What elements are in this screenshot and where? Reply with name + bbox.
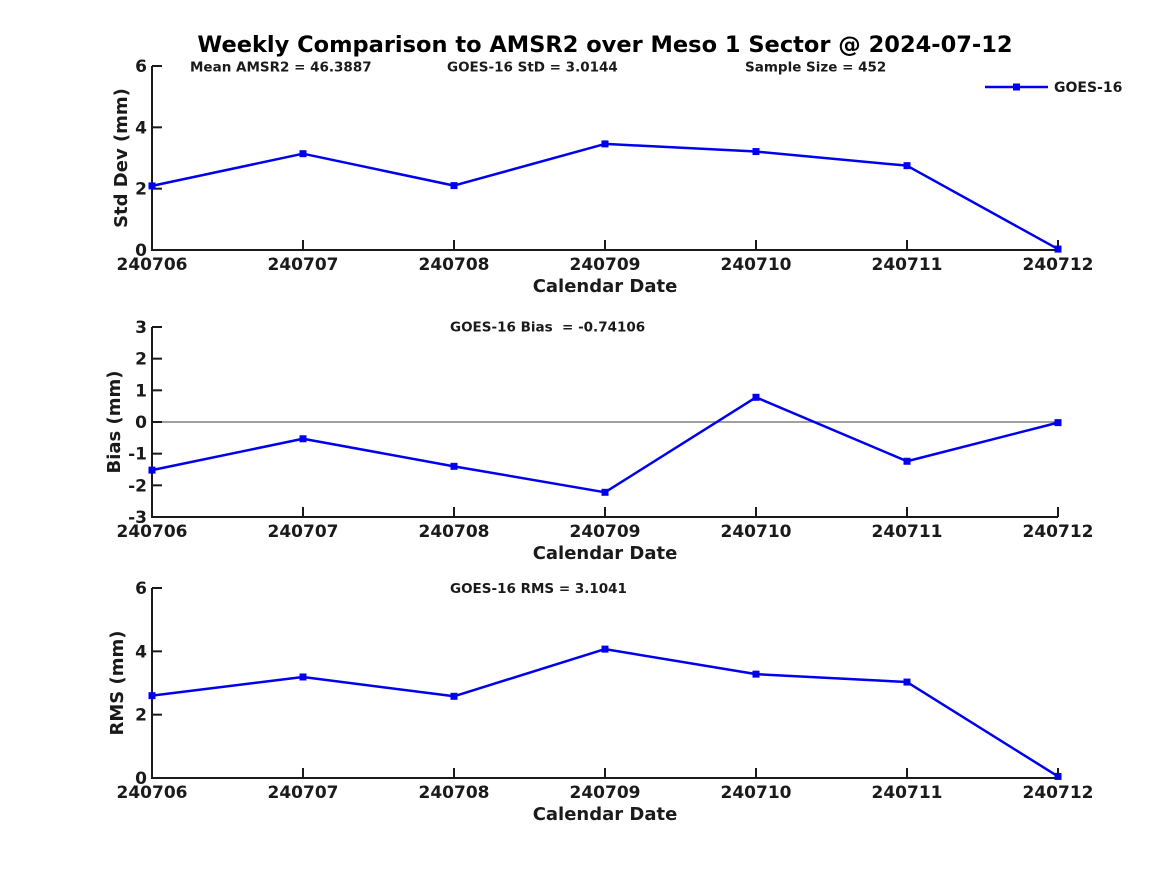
legend: GOES-16: [985, 80, 1122, 96]
x-tick-label: 240708: [419, 255, 490, 275]
legend-marker-sample: [1013, 83, 1020, 91]
x-tick-label: 240712: [1023, 522, 1094, 542]
stat-annotation: Sample Size = 452: [745, 60, 886, 76]
y-tick-label: 3: [135, 318, 147, 338]
x-tick-label: 240708: [419, 783, 490, 803]
y-axis-label: Std Dev (mm): [111, 88, 132, 228]
x-tick-label: 240711: [872, 255, 943, 275]
x-tick-label: 240709: [570, 522, 641, 542]
x-tick-label: 240706: [117, 522, 188, 542]
x-tick-label: 240707: [268, 522, 339, 542]
y-axis-label: RMS (mm): [107, 631, 128, 736]
data-point-marker: [601, 645, 609, 653]
data-point-marker: [752, 393, 760, 401]
goes16-data-line: [151, 142, 1059, 251]
data-point-marker: [450, 182, 458, 190]
y-tick-label: 0: [135, 241, 147, 261]
data-point-marker: [903, 678, 911, 686]
figure-title: Weekly Comparison to AMSR2 over Meso 1 S…: [197, 32, 1012, 58]
x-tick-label: 240710: [721, 255, 792, 275]
x-tick-label: 240711: [872, 522, 943, 542]
x-tick-label: 240708: [419, 522, 490, 542]
x-axis-label: Calendar Date: [533, 543, 678, 564]
x-tick-label: 240712: [1023, 255, 1094, 275]
x-tick-label: 240706: [117, 255, 188, 275]
x-tick-label: 240710: [721, 783, 792, 803]
data-point-marker: [148, 692, 156, 700]
data-point-marker: [752, 670, 760, 678]
data-point-marker: [299, 150, 307, 158]
stat-annotation: GOES-16 RMS = 3.1041: [450, 581, 627, 597]
data-point-marker: [601, 140, 609, 148]
data-point-marker: [1054, 419, 1062, 427]
x-tick-label: 240707: [268, 255, 339, 275]
data-point-marker: [752, 148, 760, 156]
y-tick-label: -2: [128, 476, 147, 496]
data-point-marker: [450, 692, 458, 700]
x-tick-label: 240711: [872, 783, 943, 803]
x-tick-label: 240707: [268, 783, 339, 803]
y-axis-label: Bias (mm): [104, 371, 125, 474]
data-point-marker: [450, 462, 458, 470]
data-point-marker: [903, 457, 911, 465]
x-axis-label: Calendar Date: [533, 276, 678, 297]
y-tick-label: 6: [135, 579, 147, 599]
data-point-marker: [1054, 772, 1062, 780]
stat-annotation: Mean AMSR2 = 46.3887: [190, 60, 372, 76]
y-tick-label: 2: [135, 180, 147, 200]
data-point-marker: [299, 435, 307, 443]
chart-rms-weekly: 0 2 4 6 240706 240707 240708 240709 240710 240711…: [107, 579, 1093, 825]
y-tick-label: 1: [135, 381, 147, 401]
x-axis-label: Calendar Date: [533, 804, 678, 825]
x-tick-label: 240709: [570, 783, 641, 803]
y-tick-label: 4: [135, 118, 147, 138]
x-tick-label: 240709: [570, 255, 641, 275]
data-point-marker: [148, 182, 156, 190]
y-tick-label: 4: [135, 642, 147, 662]
y-tick-label: 2: [135, 350, 147, 370]
data-point-marker: [299, 673, 307, 681]
y-tick-label: 0: [135, 413, 147, 433]
goes16-data-line: [151, 647, 1059, 778]
data-point-marker: [601, 488, 609, 496]
data-point-marker: [903, 162, 911, 170]
x-tick-label: 240706: [117, 783, 188, 803]
y-tick-label: 6: [135, 57, 147, 77]
stat-annotation: GOES-16 Bias = -0.74106: [450, 320, 645, 336]
chart-std-dev-weekly: 0 2 4 6 240706 240707 240708 240709 240710 240711…: [111, 57, 1122, 297]
y-tick-label: -1: [128, 445, 147, 465]
x-tick-label: 240710: [721, 522, 792, 542]
goes16-data-line: [151, 396, 1059, 494]
data-point-marker: [148, 466, 156, 474]
legend-label: GOES-16: [1054, 80, 1122, 96]
y-tick-label: 2: [135, 706, 147, 726]
y-tick-label: -3: [128, 508, 147, 528]
y-tick-label: 0: [135, 769, 147, 789]
x-tick-label: 240712: [1023, 783, 1094, 803]
data-point-marker: [1054, 245, 1062, 253]
stat-annotation: GOES-16 StD = 3.0144: [447, 60, 618, 76]
